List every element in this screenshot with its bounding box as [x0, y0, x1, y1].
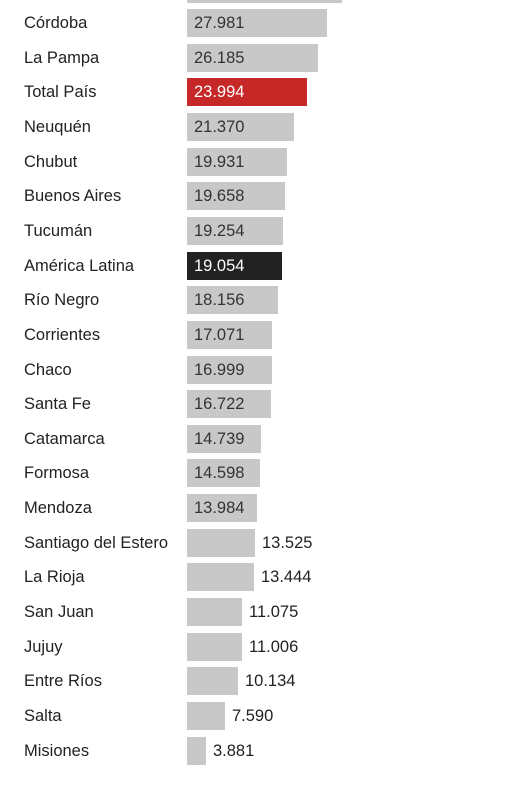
- category-label: Mendoza: [24, 499, 92, 518]
- value-label: 17.071: [194, 325, 245, 344]
- value-label: 11.075: [249, 603, 299, 622]
- chart-row: Córdoba 27.981: [0, 8, 519, 38]
- category-label: La Rioja: [24, 568, 85, 587]
- bar: [187, 459, 260, 488]
- bar: [187, 528, 255, 557]
- value-label: 27.981: [194, 14, 245, 32]
- bar: [187, 736, 206, 765]
- value-label: 19.658: [194, 187, 245, 206]
- category-label: Buenos Aires: [24, 187, 122, 206]
- value-label: 13.984: [194, 499, 245, 518]
- value-label: 3.881: [213, 741, 255, 760]
- chart-row: La Pampa 26.185: [0, 43, 519, 73]
- value-label: 14.739: [194, 429, 245, 448]
- category-label: Chaco: [24, 360, 72, 379]
- bar: [187, 147, 287, 176]
- value-label: 7.590: [232, 707, 274, 725]
- category-label: Total País: [24, 83, 97, 102]
- bar: [187, 598, 242, 627]
- value-label: 21.370: [194, 117, 245, 136]
- category-label: Salta: [24, 707, 62, 725]
- bar: [187, 563, 254, 592]
- category-label: Misiones: [24, 741, 90, 760]
- category-label: Santiago del Estero: [24, 533, 169, 552]
- bar: [187, 667, 238, 696]
- value-label: 11.006: [249, 637, 299, 656]
- chart-row: Chubut 19.931: [0, 147, 519, 177]
- chart-row: Total País 23.994: [0, 77, 519, 107]
- bar: [187, 251, 282, 280]
- chart-row: Buenos Aires 19.658: [0, 181, 519, 211]
- category-label: América Latina: [24, 256, 135, 275]
- category-label: San Juan: [24, 603, 94, 622]
- category-label: Corrientes: [24, 325, 101, 344]
- category-label: Formosa: [24, 464, 90, 483]
- chart-row: Río Negro 18.156: [0, 285, 519, 315]
- category-label: Río Negro: [24, 291, 100, 310]
- bar: [187, 9, 327, 37]
- category-label: Jujuy: [24, 637, 63, 656]
- chart-row: Tucumán 19.254: [0, 216, 519, 246]
- chart-row: Jujuy 11.006: [0, 632, 519, 662]
- chart-row: Corrientes 17.071: [0, 320, 519, 350]
- chart-row: Mendoza 13.984: [0, 493, 519, 523]
- category-label: Chubut: [24, 152, 78, 171]
- value-label: 16.999: [194, 360, 245, 379]
- chart-row: Entre Ríos 10.134: [0, 666, 519, 696]
- category-label: Tucumán: [24, 221, 93, 240]
- chart-row: Salta 7.590: [0, 701, 519, 731]
- chart-row: Catamarca 14.739: [0, 424, 519, 454]
- chart-row: Santiago del Estero 13.525: [0, 528, 519, 558]
- bar-partial-top: [187, 0, 342, 3]
- bar: [187, 424, 261, 453]
- value-label: 23.994: [194, 83, 245, 102]
- bar: [187, 494, 257, 523]
- value-label: 19.054: [194, 256, 245, 275]
- bar: [187, 390, 271, 419]
- value-label: 26.185: [194, 48, 245, 67]
- chart-row: Formosa 14.598: [0, 458, 519, 488]
- category-label: Entre Ríos: [24, 672, 102, 691]
- bar: [187, 78, 307, 107]
- category-label: La Pampa: [24, 48, 100, 67]
- bar: [187, 702, 225, 730]
- bar: [187, 43, 318, 72]
- chart-row: Chaco 16.999: [0, 355, 519, 385]
- bar: [187, 632, 242, 661]
- chart-row: Neuquén 21.370: [0, 112, 519, 142]
- value-label: 14.598: [194, 464, 245, 483]
- value-label: 19.254: [194, 221, 245, 240]
- value-label: 13.444: [261, 568, 312, 587]
- chart-row: Misiones 3.881: [0, 736, 519, 766]
- value-label: 13.525: [262, 533, 313, 552]
- chart-row: La Rioja 13.444: [0, 562, 519, 592]
- bar: [187, 112, 294, 141]
- chart-row: Santa Fe 16.722: [0, 389, 519, 419]
- value-label: 16.722: [194, 395, 245, 414]
- category-label: Córdoba: [24, 14, 88, 32]
- bar: [187, 320, 272, 349]
- category-label: Catamarca: [24, 429, 105, 448]
- value-label: 18.156: [194, 291, 245, 310]
- bar: [187, 286, 278, 315]
- value-label: 10.134: [245, 672, 296, 691]
- bar: [187, 216, 283, 245]
- chart-row: América Latina 19.054: [0, 251, 519, 281]
- chart-row: San Juan 11.075: [0, 597, 519, 627]
- category-label: Santa Fe: [24, 395, 91, 414]
- value-label: 19.931: [194, 152, 245, 171]
- bar: [187, 355, 272, 384]
- category-label: Neuquén: [24, 117, 91, 136]
- bar: [187, 182, 285, 211]
